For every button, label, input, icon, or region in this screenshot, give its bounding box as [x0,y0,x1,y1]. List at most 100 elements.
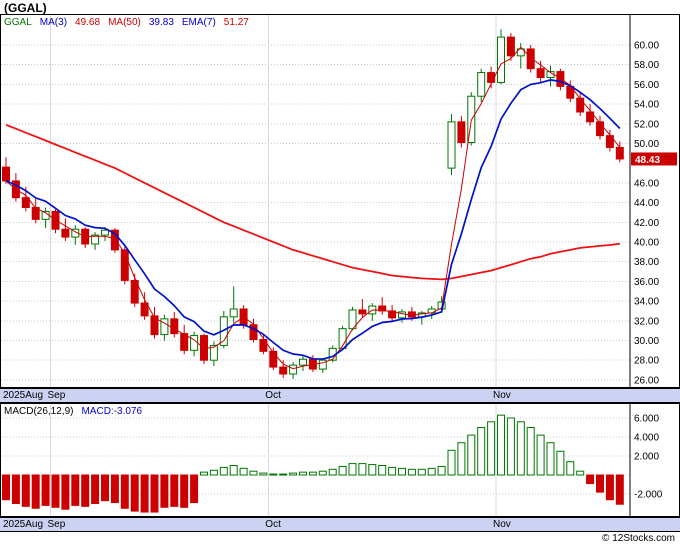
y-axis-label: 44.00 [634,198,659,209]
macd-bar-negative [2,474,10,501]
page-title: (GGAL) [4,1,47,15]
candle-body [447,121,456,169]
macd-bar-positive [536,434,545,476]
candle-body [279,366,288,375]
macd-bar-negative [110,474,119,504]
macd-canvas: 6.000 4.000 2.000 -2.000 [0,403,680,517]
macd-bar-positive [447,449,456,476]
macd-bar-negative [11,474,20,504]
macd-bar-positive [368,464,377,476]
y-axis-label: 30.00 [634,336,659,347]
macd-bar-negative [81,474,90,507]
candle-body [130,279,139,304]
candle-body [497,36,505,83]
macd-bar-positive [437,465,446,476]
legend-item: GGAL [4,17,32,28]
candle-body [209,344,218,361]
legend-item: EMA(7) [181,17,216,28]
y-axis-label: 42.00 [634,218,659,229]
candle-body [190,335,199,351]
y-axis-label: 54.00 [634,100,659,111]
legend-item: 51.27 [223,17,249,28]
macd-bar-negative [170,474,179,507]
macd-bar-negative [596,474,604,493]
y-axis-label: 52.00 [634,119,659,130]
date-axis-main: 2025Aug Sep Oct Nov [0,388,680,403]
macd-bar-negative [41,474,50,506]
macd-bar-positive [556,450,565,476]
y-axis-label: 4.000 [634,433,659,444]
y-axis-label: 46.00 [634,178,659,189]
macd-bar-negative [586,474,595,485]
month-label: Oct [265,519,281,530]
macd-bar-positive [328,468,337,476]
y-axis-label: 26.00 [634,375,659,386]
macd-bar-positive [209,469,218,476]
macd-bar-positive [566,461,575,476]
month-label: 2025Aug [3,519,44,530]
y-axis-label: 38.00 [634,257,659,268]
y-axis-label: 32.00 [634,316,659,327]
macd-bar-negative [140,474,149,513]
macd-bar-negative [130,474,139,512]
candle-body [407,311,416,318]
macd-bar-positive [407,468,416,476]
macd-bar-negative [190,474,199,504]
legend-item: 49.68 [75,17,101,28]
y-axis-label: 60.00 [634,41,659,52]
macd-bar-negative [101,474,109,502]
month-label: Sep [47,390,66,401]
y-axis-label: 58.00 [634,60,659,71]
y-axis-label: 28.00 [634,356,659,367]
macd-bar-negative [150,474,159,513]
macd-panel: 6.000 4.000 2.000 -2.000 MACD(26,12,9) MACD:… [0,403,680,517]
candle-body [586,111,595,123]
macd-bar-positive [229,465,238,476]
macd-bar-positive [576,470,585,476]
candle-body [398,311,406,319]
candle-body [289,364,298,375]
macd-bar-negative [120,474,129,509]
macd-bar-positive [348,463,357,476]
macd-bar-positive [219,466,228,476]
macd-bar-positive [398,467,406,476]
month-label: Sep [47,519,66,530]
macd-bar-positive [338,465,347,476]
candle-body [318,359,327,370]
price-chart-legend: GGAL MA(3) 49.68 MA(50) 39.83 EMA(7) 51.27 [4,17,257,28]
legend-item: 39.83 [148,17,174,28]
macd-bar-negative [605,474,614,501]
candle-body [120,249,129,281]
macd-bar-positive [308,471,317,476]
ema7-line [5,79,621,360]
legend-item: MACD:-3.076 [81,406,143,417]
candle-body [457,121,466,144]
macd-bar-positive [279,473,288,476]
legend-item: MA(50) [108,17,141,28]
macd-bar-negative [71,474,80,506]
legend-item: MA(3) [39,17,68,28]
macd-bar-positive [526,427,535,476]
candle-body [61,228,70,238]
y-axis-label: 36.00 [634,277,659,288]
y-axis-label: 2.000 [634,452,659,463]
candle-body [110,229,119,251]
macd-bar-positive [269,473,278,476]
candle-body [269,350,278,368]
month-label: 2025Aug [3,390,44,401]
price-chart-panel: 60.00 58.00 56.00 54.00 52.00 50.00 46.00 44.00… [0,14,680,388]
candle-body [91,234,100,245]
macd-bar-negative [180,474,189,508]
candle-body [160,318,169,336]
macd-bar-negative [21,474,30,507]
macd-bar-positive [200,471,208,476]
candle-body [150,315,159,336]
macd-bar-positive [289,472,298,476]
candle-body [358,309,367,315]
macd-bar-negative [51,474,60,508]
macd-bar-positive [299,471,307,476]
candle-body [170,318,179,335]
y-axis-label: 34.00 [634,297,659,308]
candle-body [101,229,109,236]
